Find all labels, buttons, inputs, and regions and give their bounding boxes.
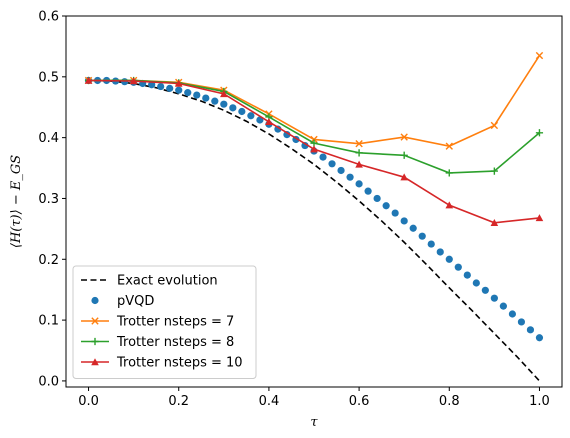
data-point [328,160,335,167]
data-point [166,85,173,92]
data-point [211,98,218,105]
data-point [157,83,164,90]
x-tick-label: 0.4 [259,394,280,409]
data-point [419,233,426,240]
data-point [346,174,353,181]
x-axis-label: τ [310,415,318,430]
data-point [491,122,497,128]
data-point [445,201,453,208]
legend-label: pVQD [117,294,154,309]
legend: Exact evolution pVQD Trotter nsteps = 7 Tro… [73,266,256,379]
x-tick-label: 0.0 [78,394,99,409]
data-point [175,87,182,94]
y-tick-label: 0.2 [38,253,59,268]
data-point [401,152,408,159]
data-point [355,149,362,156]
data-point [220,101,227,108]
x-tick-label: 0.8 [439,394,460,409]
data-point [319,154,326,161]
data-point [518,318,525,325]
series-line [89,56,540,147]
data-point [473,279,480,286]
series-5 [85,77,544,226]
data-point [536,52,542,58]
data-point [527,326,534,333]
data-point [536,334,543,341]
data-point [247,112,254,119]
data-point [383,202,390,209]
x-axis: 0.0 0.2 0.4 0.6 0.8 1.0 [78,387,550,409]
x-tick-label: 0.6 [349,394,370,409]
data-point [374,195,381,202]
data-point [509,310,516,317]
y-tick-label: 0.6 [38,10,59,25]
data-point [365,188,372,195]
data-point [455,264,462,271]
data-point [446,169,453,176]
data-point [184,89,191,96]
y-axis: 0.0 0.1 0.2 0.3 0.4 0.5 0.6 [38,10,66,390]
series-4 [85,77,543,177]
y-tick-label: 0.4 [38,131,59,146]
data-point [500,303,507,310]
data-point [482,287,489,294]
data-point [446,256,453,263]
data-point [229,104,236,111]
x-tick-label: 1.0 [529,394,550,409]
series-3 [85,52,542,149]
legend-marker [91,297,98,304]
data-point [491,295,498,302]
legend-label: Exact evolution [117,274,218,289]
series-line [89,80,540,172]
data-point [401,217,408,224]
legend-label: Trotter nsteps = 7 [116,315,234,330]
data-point [410,225,417,232]
data-point [428,240,435,247]
legend-label: Trotter nsteps = 10 [116,356,243,371]
data-point [193,91,200,98]
x-tick-label: 0.2 [168,394,189,409]
legend-label: Trotter nsteps = 8 [116,335,234,350]
data-point [238,108,245,115]
data-point [437,248,444,255]
data-point [392,209,399,216]
data-point [337,167,344,174]
y-tick-label: 0.0 [38,374,59,389]
data-point [355,180,362,187]
y-tick-label: 0.1 [38,314,59,329]
data-point [464,271,471,278]
data-point [202,95,209,102]
y-tick-label: 0.3 [38,192,59,207]
y-axis-label: ⟨H(τ)⟩ − E_GS [9,155,24,248]
y-tick-label: 0.5 [38,70,59,85]
